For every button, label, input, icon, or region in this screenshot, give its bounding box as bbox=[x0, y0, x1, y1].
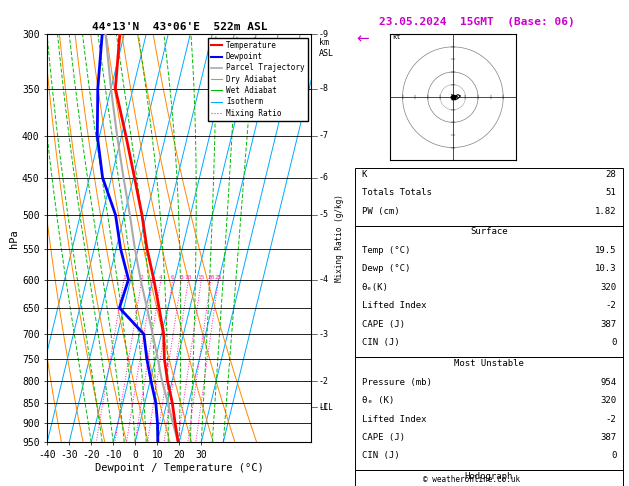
Text: -4: -4 bbox=[319, 275, 329, 284]
Text: -8: -8 bbox=[319, 84, 329, 93]
Text: -2: -2 bbox=[319, 377, 329, 386]
Text: ←: ← bbox=[357, 32, 369, 47]
Text: Dewp (°C): Dewp (°C) bbox=[362, 264, 410, 274]
Text: 10: 10 bbox=[185, 275, 192, 279]
Text: 25: 25 bbox=[214, 275, 222, 279]
Text: 1: 1 bbox=[122, 275, 126, 279]
Text: 320: 320 bbox=[600, 396, 616, 405]
Text: 954: 954 bbox=[600, 378, 616, 387]
Text: θₑ (K): θₑ (K) bbox=[362, 396, 394, 405]
Text: 51: 51 bbox=[606, 188, 616, 197]
Text: 4: 4 bbox=[159, 275, 163, 279]
Text: -1: -1 bbox=[319, 402, 329, 412]
Text: K: K bbox=[362, 170, 367, 179]
Text: 20: 20 bbox=[207, 275, 214, 279]
Text: -3: -3 bbox=[319, 330, 329, 339]
Y-axis label: hPa: hPa bbox=[9, 229, 19, 247]
Text: -6: -6 bbox=[319, 173, 329, 182]
Text: CAPE (J): CAPE (J) bbox=[362, 433, 404, 442]
Text: Most Unstable: Most Unstable bbox=[454, 359, 524, 368]
Text: -2: -2 bbox=[606, 301, 616, 311]
Text: Totals Totals: Totals Totals bbox=[362, 188, 431, 197]
Text: Surface: Surface bbox=[470, 227, 508, 237]
Text: 6: 6 bbox=[171, 275, 175, 279]
Text: Hodograph: Hodograph bbox=[465, 472, 513, 482]
Text: Temp (°C): Temp (°C) bbox=[362, 246, 410, 255]
Text: 387: 387 bbox=[600, 433, 616, 442]
Text: 3: 3 bbox=[151, 275, 155, 279]
Text: -2: -2 bbox=[606, 415, 616, 424]
Text: CIN (J): CIN (J) bbox=[362, 451, 399, 461]
X-axis label: Dewpoint / Temperature (°C): Dewpoint / Temperature (°C) bbox=[95, 463, 264, 473]
Text: 8: 8 bbox=[180, 275, 184, 279]
Text: 0: 0 bbox=[611, 451, 616, 461]
Text: © weatheronline.co.uk: © weatheronline.co.uk bbox=[423, 474, 520, 484]
Point bbox=[448, 93, 458, 101]
Text: CIN (J): CIN (J) bbox=[362, 338, 399, 347]
Text: 0: 0 bbox=[611, 338, 616, 347]
Text: θₑ(K): θₑ(K) bbox=[362, 283, 389, 292]
Text: Mixing Ratio (g/kg): Mixing Ratio (g/kg) bbox=[335, 194, 344, 282]
Text: km
ASL: km ASL bbox=[319, 38, 334, 57]
Text: PW (cm): PW (cm) bbox=[362, 207, 399, 216]
Legend: Temperature, Dewpoint, Parcel Trajectory, Dry Adiabat, Wet Adiabat, Isotherm, Mi: Temperature, Dewpoint, Parcel Trajectory… bbox=[208, 38, 308, 121]
Title: 44°13'N  43°06'E  522m ASL: 44°13'N 43°06'E 522m ASL bbox=[91, 22, 267, 32]
Text: Lifted Index: Lifted Index bbox=[362, 415, 426, 424]
Text: LCL: LCL bbox=[319, 402, 333, 412]
Text: Pressure (mb): Pressure (mb) bbox=[362, 378, 431, 387]
Text: 10.3: 10.3 bbox=[595, 264, 616, 274]
Text: -5: -5 bbox=[319, 210, 329, 220]
Text: 23.05.2024  15GMT  (Base: 06): 23.05.2024 15GMT (Base: 06) bbox=[379, 17, 574, 27]
Text: 2: 2 bbox=[140, 275, 143, 279]
Text: 19.5: 19.5 bbox=[595, 246, 616, 255]
Text: CAPE (J): CAPE (J) bbox=[362, 320, 404, 329]
Text: 15: 15 bbox=[198, 275, 205, 279]
Text: kt: kt bbox=[392, 35, 401, 40]
Text: 28: 28 bbox=[606, 170, 616, 179]
Text: -7: -7 bbox=[319, 131, 329, 140]
Text: 320: 320 bbox=[600, 283, 616, 292]
Text: Lifted Index: Lifted Index bbox=[362, 301, 426, 311]
Text: -9: -9 bbox=[319, 30, 329, 38]
Text: 387: 387 bbox=[600, 320, 616, 329]
Text: 1.82: 1.82 bbox=[595, 207, 616, 216]
